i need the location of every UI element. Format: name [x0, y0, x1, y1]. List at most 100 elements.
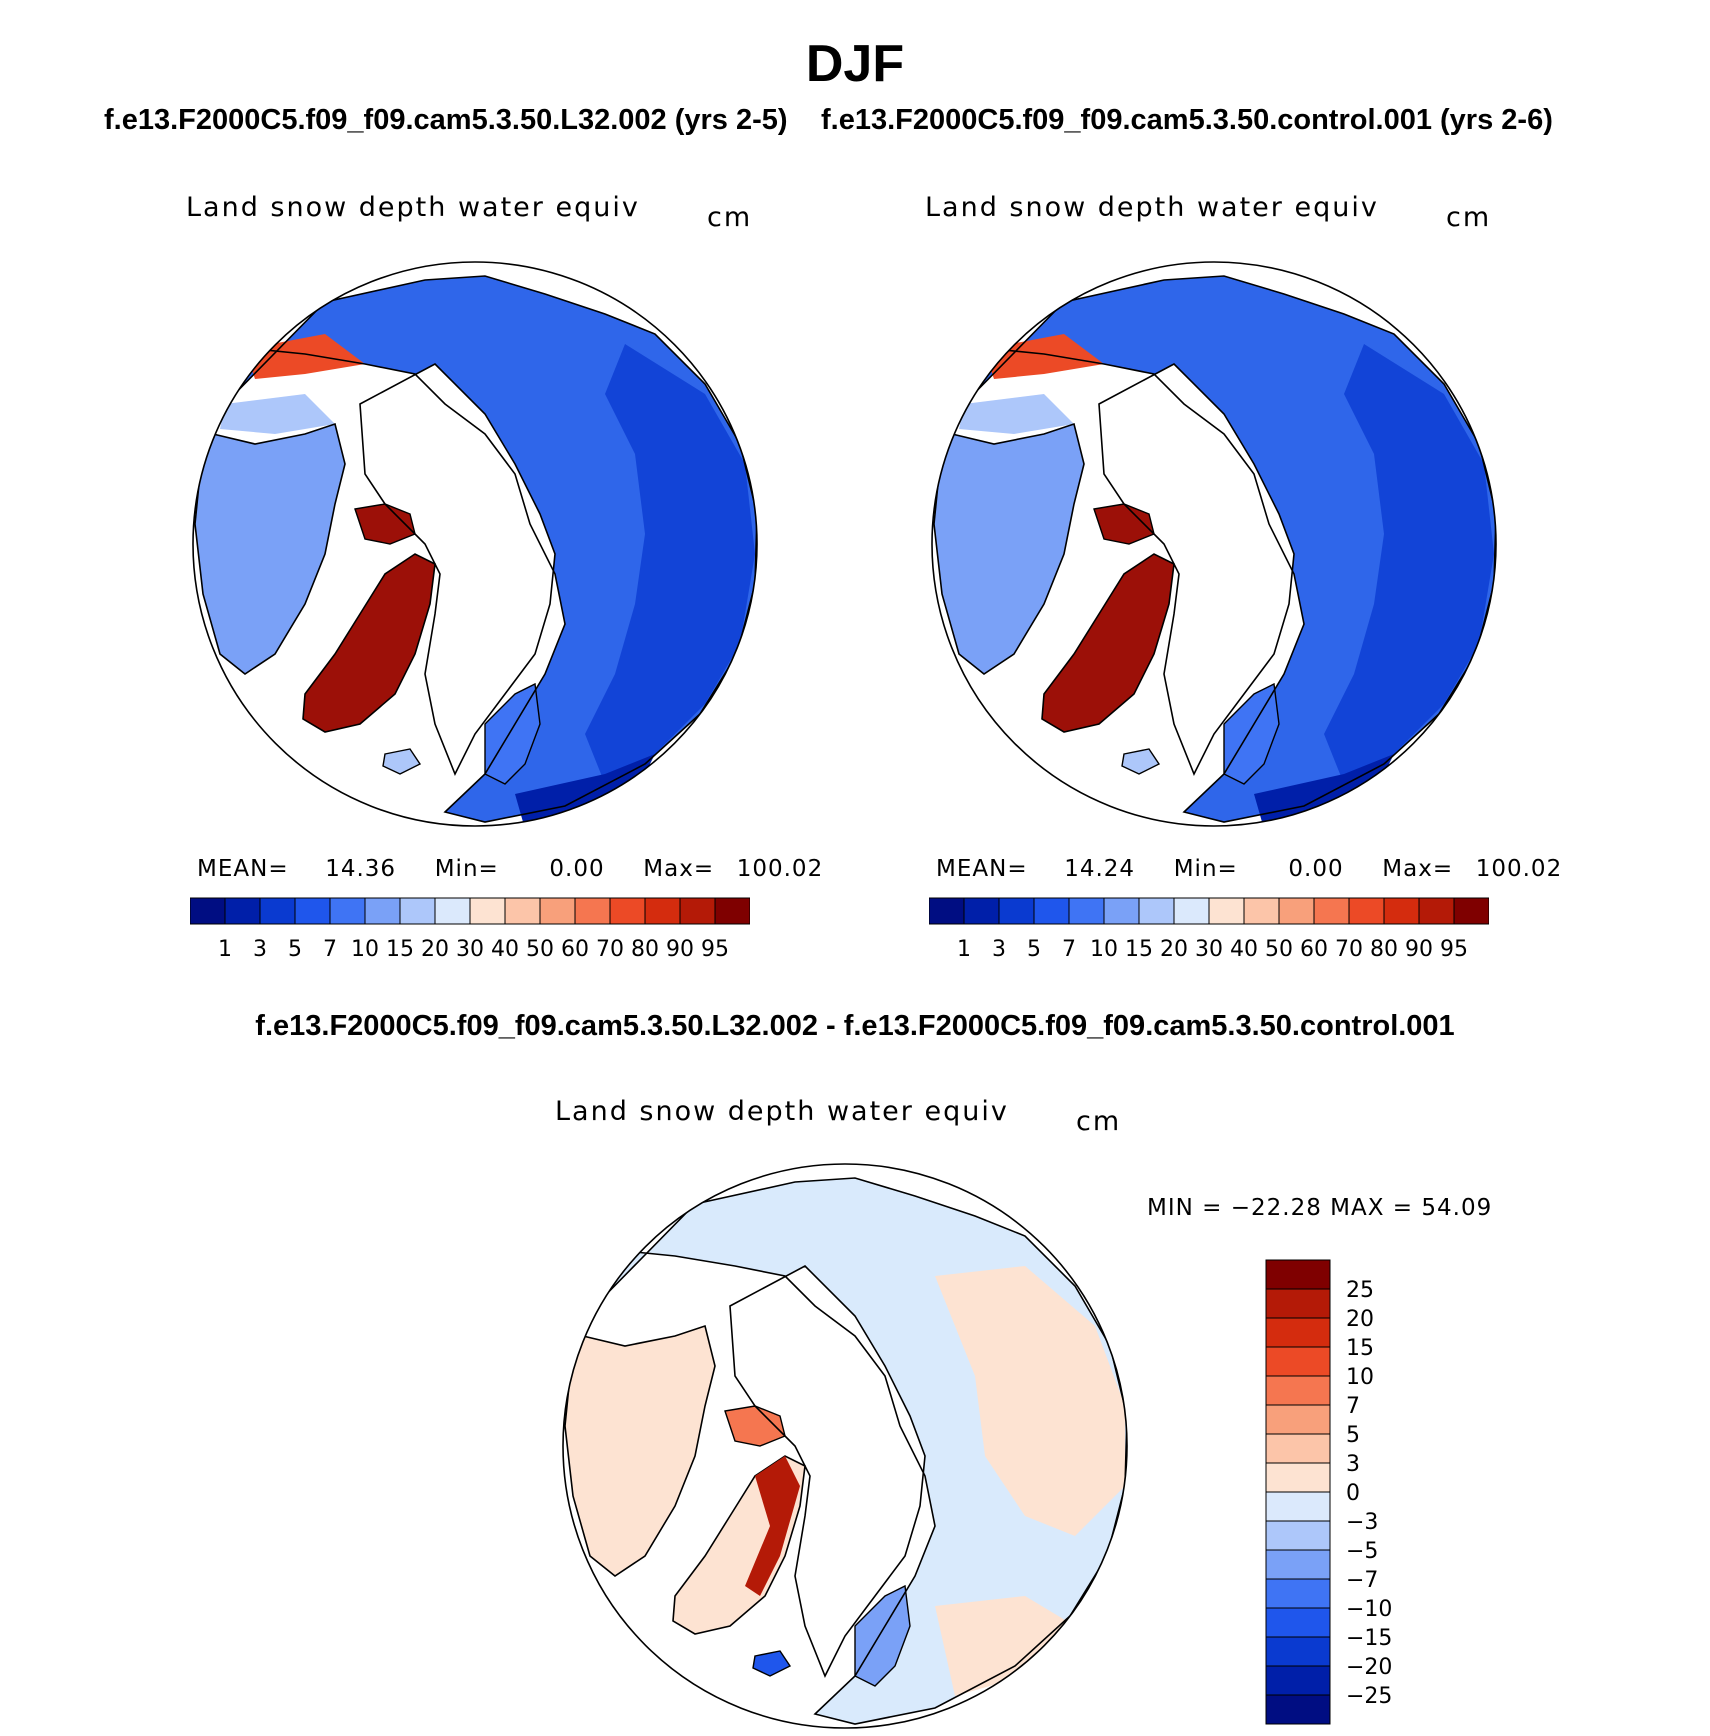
colorbar-box [364, 897, 401, 925]
colorbar-tick-label: 15 [1125, 937, 1153, 962]
greenland-positive-diff [745, 1456, 800, 1596]
colorbar-tick-label: 30 [456, 937, 484, 962]
colorbar-tick-label: 15 [386, 937, 414, 962]
colorbar-tick-label: 7 [1346, 1394, 1360, 1419]
colorbar-box [504, 897, 541, 925]
colorbar-box [224, 897, 261, 925]
colorbar-tick-label: 95 [701, 937, 729, 962]
control-units: cm [1446, 202, 1492, 233]
colorbar-tick-label: 1 [957, 937, 971, 962]
snow-band-light [959, 394, 1074, 434]
colorbar-tick-label: 5 [288, 937, 302, 962]
colorbar-box [929, 897, 965, 925]
arctic-coastline [359, 363, 556, 776]
north-america-land [565, 1326, 715, 1576]
control-stats: MEAN= 14.24 Min= 0.00 Max= 100.02 [936, 856, 1562, 882]
iceland [752, 1650, 792, 1677]
colorbar-tick-label: 40 [491, 937, 519, 962]
map-boundary [192, 261, 758, 827]
control-colorbar: 1 3 5 7 10 15 20 30 40 50 60 70 80 90 95 [929, 897, 1489, 962]
test-case-title: f.e13.F2000C5.f09_f09.cam5.3.50.L32.002 … [104, 104, 788, 136]
greenland [302, 553, 436, 733]
diff-min-max: MIN = −22.28 MAX = 54.09 [1147, 1195, 1493, 1221]
test-variable-name: Land snow depth water equiv [186, 192, 640, 223]
diff-positive-region [935, 1266, 1125, 1536]
colorbar-tick-label: 50 [526, 937, 554, 962]
arctic-coastline [1098, 363, 1295, 776]
colorbar-box [998, 897, 1035, 925]
colorbar-box [1265, 1433, 1331, 1464]
colorbar-tick-label: −5 [1346, 1539, 1378, 1564]
colorbar-box [644, 897, 681, 925]
colorbar-tick-label: 90 [666, 937, 694, 962]
colorbar-tick-label: −25 [1346, 1684, 1392, 1709]
colorbar-tick-label: 10 [1090, 937, 1118, 962]
colorbar-box [1265, 1375, 1331, 1406]
colorbar-box [1103, 897, 1140, 925]
colorbar-tick-label: 50 [1265, 937, 1293, 962]
arctic-ocean [1099, 364, 1294, 774]
colorbar-tick-label: 70 [596, 937, 624, 962]
colorbar-box [1265, 1462, 1331, 1493]
snow-band-light [220, 394, 335, 434]
control-mean-label: MEAN= [936, 856, 1028, 882]
colorbar-box [1265, 1607, 1331, 1638]
colorbar-box [1208, 897, 1245, 925]
control-max-value: 100.02 [1475, 856, 1563, 882]
colorbar-box [714, 897, 750, 925]
eurasia-coastline [214, 275, 757, 823]
greenland [1041, 553, 1175, 733]
colorbar-box [679, 897, 716, 925]
colorbar-box [399, 897, 436, 925]
test-min-label: Min= [434, 856, 499, 882]
colorbar-box [1068, 897, 1105, 925]
colorbar-tick-label: 60 [1300, 937, 1328, 962]
colorbar-box [1265, 1346, 1331, 1377]
colorbar-tick-label: 90 [1405, 937, 1433, 962]
colorbar-tick-label: 5 [1346, 1423, 1360, 1448]
colorbar-tick-label: −20 [1346, 1655, 1392, 1680]
colorbar-box [1348, 897, 1385, 925]
colorbar-box [963, 897, 1000, 925]
control-max-label: Max= [1382, 856, 1454, 882]
arctic-coastline [729, 1265, 926, 1678]
colorbar-box [1265, 1520, 1331, 1551]
colorbar-tick-label: 1 [218, 937, 232, 962]
colorbar-box [1265, 1288, 1331, 1319]
colorbar-box [1265, 1259, 1331, 1290]
colorbar-box [1383, 897, 1420, 925]
colorbar-box [434, 897, 471, 925]
colorbar-box [609, 897, 646, 925]
difference-polar-map [562, 1163, 1128, 1729]
colorbar-tick-label: 3 [253, 937, 267, 962]
scandinavia [484, 682, 541, 785]
difference-title: f.e13.F2000C5.f09_f09.cam5.3.50.L32.002 … [255, 1010, 1455, 1042]
colorbar-box [1265, 1317, 1331, 1348]
colorbar-box [1265, 1578, 1331, 1609]
colorbar-box [190, 897, 226, 925]
diff-variable-name: Land snow depth water equiv [555, 1096, 1009, 1127]
siberia-deep-snow [1324, 344, 1494, 784]
colorbar-tick-label: 7 [1062, 937, 1076, 962]
scandinavia [1223, 682, 1280, 785]
colorbar-tick-label: 20 [1346, 1307, 1374, 1332]
colorbar-tick-label: 3 [1346, 1452, 1360, 1477]
arctic-ocean [730, 1266, 925, 1676]
control-polar-map [931, 261, 1497, 827]
diff-units: cm [1076, 1106, 1122, 1137]
colorbar-tick-label: −10 [1346, 1597, 1392, 1622]
colorbar-box [1243, 897, 1280, 925]
eurasia-coastline [953, 275, 1496, 823]
test-stats: MEAN= 14.36 Min= 0.00 Max= 100.02 [197, 856, 823, 882]
colorbar-tick-label: 5 [1027, 937, 1041, 962]
colorbar-tick-label: 95 [1440, 937, 1468, 962]
control-variable-name: Land snow depth water equiv [925, 192, 1379, 223]
diff-positive-south [935, 1596, 1075, 1696]
control-min-label: Min= [1173, 856, 1238, 882]
control-case-title: f.e13.F2000C5.f09_f09.cam5.3.50.control.… [821, 104, 1553, 136]
difference-colorbar: 25 20 15 10 7 5 3 0 −3 −5 −7 −10 −15 −20 −25 [1265, 1259, 1392, 1725]
colorbar-box [1173, 897, 1210, 925]
siberia-deep-snow [585, 344, 755, 784]
colorbar-box [1265, 1404, 1331, 1435]
colorbar-tick-label: 7 [323, 937, 337, 962]
